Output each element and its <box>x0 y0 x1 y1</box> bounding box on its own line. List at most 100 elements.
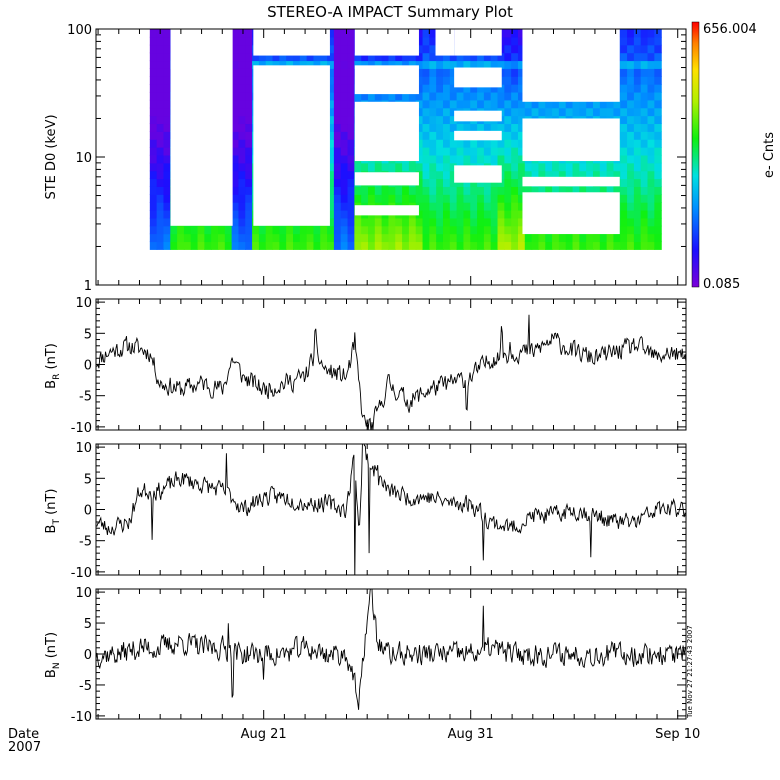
spectrogram-cell <box>490 217 499 227</box>
spectrogram-cell <box>627 194 635 203</box>
spectrogram-cell <box>333 68 342 77</box>
spectrogram-cell <box>238 60 246 69</box>
spectrogram-y-tick-label: 10 <box>75 151 92 166</box>
spectrogram-cell <box>231 202 240 211</box>
spectrogram-cell <box>558 170 567 180</box>
spectrogram-cell <box>245 44 253 54</box>
spectrogram-cell <box>388 162 396 172</box>
spectrogram-cell <box>504 139 512 148</box>
spectrogram-cell <box>333 36 342 46</box>
spectrogram-cell <box>517 186 526 195</box>
spectrogram-cell <box>627 186 635 195</box>
spectrogram-cell <box>149 68 158 77</box>
spectrogram-cell <box>327 131 335 140</box>
spectrogram-cell <box>490 241 499 250</box>
spectrogram-cell <box>347 241 355 250</box>
spectrogram-cell <box>245 241 253 250</box>
spectrogram-cell <box>517 162 526 172</box>
spectrogram-cell <box>163 52 171 62</box>
spectrogram-cell <box>415 147 424 156</box>
spectrogram-cell <box>511 217 519 227</box>
spectrogram-cell <box>402 52 410 62</box>
spectrogram-cell <box>340 194 349 203</box>
spectrogram-cell <box>442 233 451 243</box>
spectrogram-cell <box>347 154 355 164</box>
spectrogram-cell <box>640 123 649 132</box>
spectrogram-cell <box>367 225 376 235</box>
spectrogram-cell <box>238 139 246 148</box>
spectrogram-cell <box>545 170 553 180</box>
spectrogram-cell <box>592 233 601 243</box>
spectrogram-cell <box>381 52 390 62</box>
spectrogram-cell <box>504 76 512 85</box>
spectrogram-cell <box>299 241 308 250</box>
spectrogram-cell <box>579 107 587 117</box>
spectrogram-gap <box>354 65 419 95</box>
spectrogram-cell <box>504 60 512 69</box>
spectrogram-cell <box>299 233 308 243</box>
spectrogram-cell <box>640 194 649 203</box>
spectrogram-gap <box>522 29 620 102</box>
spectrogram-cell <box>429 186 437 195</box>
spectrogram-cell <box>572 162 580 172</box>
spectrogram-cell <box>156 217 165 227</box>
spectrogram-y-ticks: 1 10 100 <box>67 23 686 294</box>
spectrogram-cell <box>156 91 165 101</box>
spectrogram-cell <box>627 209 635 219</box>
spectrogram-cell <box>470 233 478 243</box>
spectrogram-cell <box>156 107 165 117</box>
spectrogram-cell <box>347 60 355 69</box>
spectrogram-cell <box>354 233 362 243</box>
spectrogram-cell <box>627 225 635 235</box>
spectrogram-cell <box>306 233 315 243</box>
spectrogram-cell <box>340 225 349 235</box>
spectrogram-cell <box>333 147 342 156</box>
spectrogram-cell <box>395 225 403 235</box>
spectrogram-cell <box>497 194 505 203</box>
spectrogram-cell <box>517 84 526 93</box>
spectrogram-cell <box>333 52 342 62</box>
spectrogram-cell <box>627 170 635 180</box>
spectrogram-cell <box>511 91 519 101</box>
spectrogram-cell <box>640 68 649 77</box>
spectrogram-cell <box>238 178 246 187</box>
spectrogram-cell <box>552 99 560 109</box>
spectrogram-cell <box>231 178 240 187</box>
spectrogram-cell <box>333 241 342 250</box>
spectrogram-cell <box>156 52 165 62</box>
spectrogram-cell <box>524 99 533 109</box>
spectrogram-cell <box>333 84 342 93</box>
spectrogram-cell <box>483 186 492 195</box>
spectrogram-cell <box>156 44 165 54</box>
spectrogram-cell <box>156 186 165 195</box>
spectrogram-cell <box>333 154 342 164</box>
spectrogram-cell <box>333 99 342 109</box>
spectrogram-cell <box>558 241 567 250</box>
spectrogram-cell <box>456 202 465 211</box>
spectrogram-cell <box>422 233 430 243</box>
spectrogram-cell <box>252 52 260 62</box>
spectrogram-cell <box>149 60 158 69</box>
spectrogram-cell <box>245 60 253 69</box>
spectrogram-cell <box>183 233 192 243</box>
spectrogram-cell <box>163 139 171 148</box>
spectrogram-cell <box>545 99 553 109</box>
spectrogram-cell <box>408 225 417 235</box>
spectrogram-cell <box>647 84 655 93</box>
spectrogram-cell <box>231 107 240 117</box>
spectrogram-cell <box>327 52 335 62</box>
spectrogram-cell <box>429 154 437 164</box>
spectrogram-cell <box>456 241 465 250</box>
spectrogram-cell <box>483 194 492 203</box>
spectrogram-cell <box>654 44 662 54</box>
spectrogram-cell <box>183 241 192 250</box>
spectrogram-cell <box>633 44 642 54</box>
spectrogram-cell <box>504 186 512 195</box>
spectrogram-cell <box>238 29 246 38</box>
spectrogram-cell <box>149 99 158 109</box>
spectrogram-cell <box>640 131 649 140</box>
spectrogram-cell <box>436 186 444 195</box>
spectrogram-cell <box>156 241 165 250</box>
spectrogram-cell <box>456 123 465 132</box>
spectrogram-cell <box>238 154 246 164</box>
